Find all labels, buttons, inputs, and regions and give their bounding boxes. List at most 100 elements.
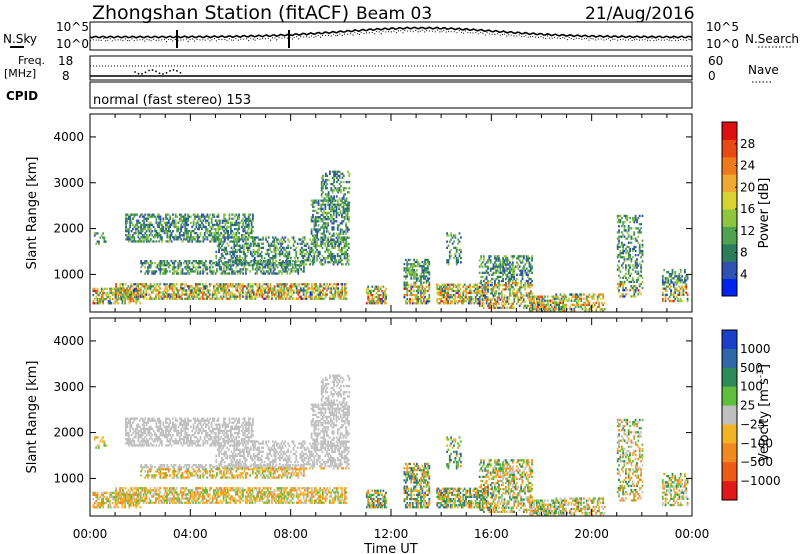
power-cell bbox=[285, 268, 287, 271]
power-cell bbox=[144, 225, 147, 229]
power-cell bbox=[531, 265, 533, 268]
power-cell bbox=[257, 260, 260, 263]
power-cell bbox=[255, 295, 258, 298]
power-cell bbox=[111, 291, 114, 295]
power-cell bbox=[424, 289, 426, 293]
power-cell bbox=[173, 225, 176, 229]
power-cell bbox=[445, 300, 448, 303]
power-cell bbox=[133, 240, 136, 243]
power-cell bbox=[257, 262, 260, 265]
power-cell bbox=[222, 291, 225, 294]
power-cell bbox=[625, 287, 627, 290]
power-cell bbox=[319, 295, 322, 298]
power-cell bbox=[513, 267, 516, 270]
power-cell bbox=[264, 272, 267, 275]
power-cell bbox=[207, 230, 210, 233]
power-cell bbox=[192, 223, 195, 227]
power-cell bbox=[685, 287, 688, 290]
power-cell bbox=[227, 244, 230, 247]
power-cell bbox=[627, 225, 630, 228]
power-cell bbox=[517, 296, 520, 299]
power-cell bbox=[194, 238, 196, 241]
power-cell bbox=[151, 297, 153, 300]
power-cell bbox=[174, 285, 177, 288]
power-cell bbox=[636, 260, 638, 263]
power-cell bbox=[329, 250, 332, 254]
power-cell bbox=[478, 302, 481, 305]
power-cell bbox=[260, 254, 263, 258]
power-cell bbox=[488, 298, 491, 301]
power-cell bbox=[500, 296, 503, 299]
power-cell bbox=[322, 178, 324, 182]
power-cell bbox=[239, 287, 241, 290]
power-cell bbox=[684, 268, 686, 272]
power-cell bbox=[312, 238, 314, 241]
power-cell bbox=[224, 272, 227, 275]
power-cell bbox=[250, 219, 253, 222]
power-cell bbox=[196, 215, 199, 218]
power-cell bbox=[368, 289, 371, 293]
power-cell bbox=[503, 255, 506, 258]
power-cell bbox=[211, 297, 214, 300]
power-cell bbox=[247, 227, 250, 231]
power-cell bbox=[312, 257, 314, 260]
power-cell bbox=[598, 305, 600, 309]
power-cell bbox=[377, 287, 379, 290]
power-cell bbox=[286, 272, 289, 275]
power-cell bbox=[154, 270, 156, 273]
power-cell bbox=[225, 297, 228, 300]
power-cell bbox=[127, 240, 130, 243]
power-cell bbox=[339, 254, 342, 258]
power-cell bbox=[482, 292, 485, 295]
power-cell bbox=[144, 287, 146, 290]
power-cell bbox=[444, 296, 447, 299]
power-cell bbox=[303, 238, 306, 241]
power-cell bbox=[340, 291, 342, 294]
power-cell bbox=[192, 260, 195, 263]
power-cell bbox=[145, 234, 148, 237]
power-cell bbox=[232, 213, 235, 216]
power-cell bbox=[331, 176, 334, 180]
power-cell bbox=[320, 285, 323, 288]
power-cell bbox=[522, 306, 525, 309]
power-cell bbox=[370, 293, 372, 297]
power-cell bbox=[563, 299, 566, 302]
power-cell bbox=[492, 302, 495, 305]
power-cell bbox=[191, 268, 193, 271]
power-cell bbox=[502, 288, 504, 291]
power-cell bbox=[169, 215, 172, 218]
power-cell bbox=[440, 298, 443, 301]
power-cell bbox=[116, 289, 119, 292]
power-cell bbox=[222, 236, 225, 239]
power-cell bbox=[513, 292, 516, 295]
power-cell bbox=[478, 290, 481, 293]
power-cell bbox=[267, 261, 270, 264]
power-cell bbox=[183, 236, 185, 239]
power-cell bbox=[339, 248, 342, 252]
power-cell bbox=[522, 265, 525, 268]
power-cell bbox=[634, 219, 637, 222]
power-cell bbox=[513, 271, 516, 274]
power-cell bbox=[242, 227, 245, 231]
power-cell bbox=[457, 259, 459, 262]
power-cell bbox=[162, 264, 164, 267]
power-cell bbox=[346, 244, 349, 248]
power-cell bbox=[137, 234, 140, 237]
power-cell bbox=[495, 300, 498, 303]
power-cell bbox=[634, 289, 637, 292]
power-cell bbox=[591, 303, 594, 307]
power-cell bbox=[238, 270, 240, 273]
power-cell bbox=[252, 244, 255, 247]
power-cell bbox=[260, 263, 263, 266]
power-cell bbox=[618, 291, 620, 294]
power-cell bbox=[619, 254, 622, 257]
power-cell bbox=[305, 293, 308, 296]
power-cell bbox=[140, 236, 143, 239]
power-cell bbox=[279, 262, 282, 265]
power-cell bbox=[141, 230, 144, 233]
power-cell bbox=[303, 270, 305, 273]
power-cell bbox=[616, 245, 619, 249]
power-cell bbox=[288, 240, 291, 243]
power-cell bbox=[494, 294, 496, 297]
power-cell bbox=[509, 292, 511, 295]
